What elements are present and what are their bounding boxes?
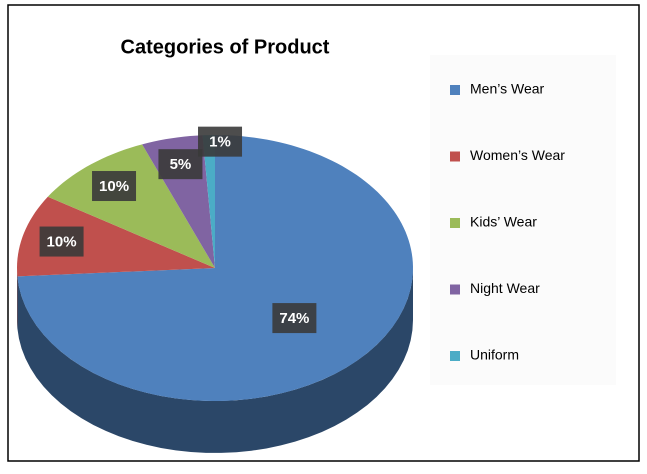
legend-swatch — [450, 285, 460, 295]
chart-title: Categories of Product — [121, 36, 330, 58]
legend-swatch — [450, 218, 460, 228]
legend-swatch — [450, 85, 460, 95]
legend-label: Men’s Wear — [470, 81, 545, 97]
legend-label: Women’s Wear — [470, 147, 565, 163]
data-label: 10% — [99, 178, 129, 195]
data-label: 10% — [47, 234, 77, 251]
legend-label: Kids’ Wear — [470, 214, 537, 230]
legend-label: Night Wear — [470, 280, 540, 296]
data-label: 74% — [279, 310, 309, 327]
data-label: 5% — [170, 156, 192, 173]
legend-swatch — [450, 351, 460, 361]
data-label: 1% — [209, 134, 231, 151]
legend-label: Uniform — [470, 347, 519, 363]
legend-swatch — [450, 152, 460, 162]
